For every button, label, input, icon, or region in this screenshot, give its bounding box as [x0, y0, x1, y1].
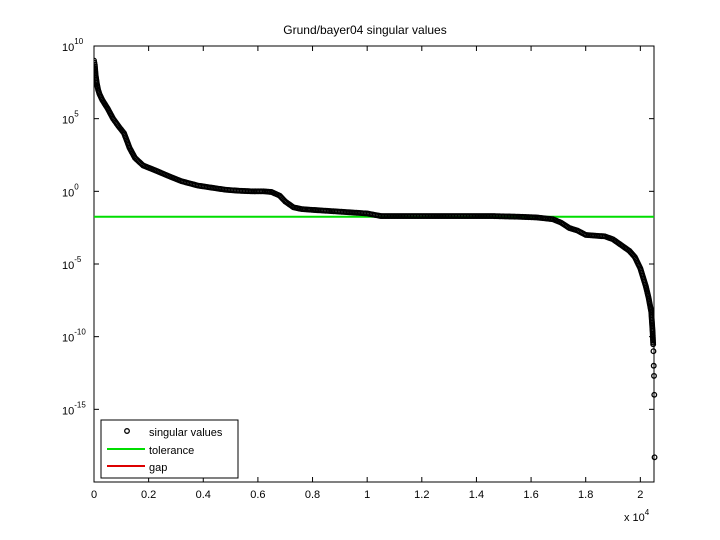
- legend-label-gap: gap: [149, 462, 167, 474]
- x-axis-multiplier: x 104: [624, 508, 650, 524]
- legend-label-tolerance: tolerance: [149, 445, 194, 457]
- plot-content: [94, 57, 658, 461]
- y-tick-label: 105: [62, 110, 79, 127]
- x-tick-label: 1.6: [523, 489, 538, 501]
- y-tick-label: 1010: [62, 37, 84, 54]
- x-tick-label: 2: [637, 489, 643, 501]
- singular-value-point: [650, 348, 657, 355]
- x-tick-label: 0.2: [141, 489, 156, 501]
- chart-title: Grund/bayer04 singular values: [283, 23, 446, 37]
- x-tick-label: 0: [91, 489, 97, 501]
- singular-value-point: [650, 341, 657, 348]
- singular-value-point: [651, 454, 658, 461]
- x-tick-label: 1.2: [414, 489, 429, 501]
- x-tick-label: 1.8: [578, 489, 593, 501]
- y-tick-label: 10-10: [62, 328, 86, 345]
- y-tick-label: 10-15: [62, 400, 86, 417]
- singular-value-point: [651, 372, 657, 379]
- singular-values-series: [94, 57, 658, 461]
- legend: singular values tolerance gap: [100, 419, 239, 479]
- y-tick-label: 10-5: [62, 255, 82, 272]
- legend-marker-singular-values: [124, 428, 130, 434]
- x-tick-label: 1: [364, 489, 370, 501]
- x-tick-label: 0.4: [196, 489, 211, 501]
- singular-value-point: [650, 362, 657, 369]
- x-tick-label: 0.6: [250, 489, 265, 501]
- x-tick-label: 0.8: [305, 489, 320, 501]
- legend-label-singular-values: singular values: [149, 427, 223, 439]
- singular-value-point: [651, 391, 658, 398]
- x-tick-label: 1.4: [469, 489, 484, 501]
- y-tick-label: 100: [62, 182, 79, 199]
